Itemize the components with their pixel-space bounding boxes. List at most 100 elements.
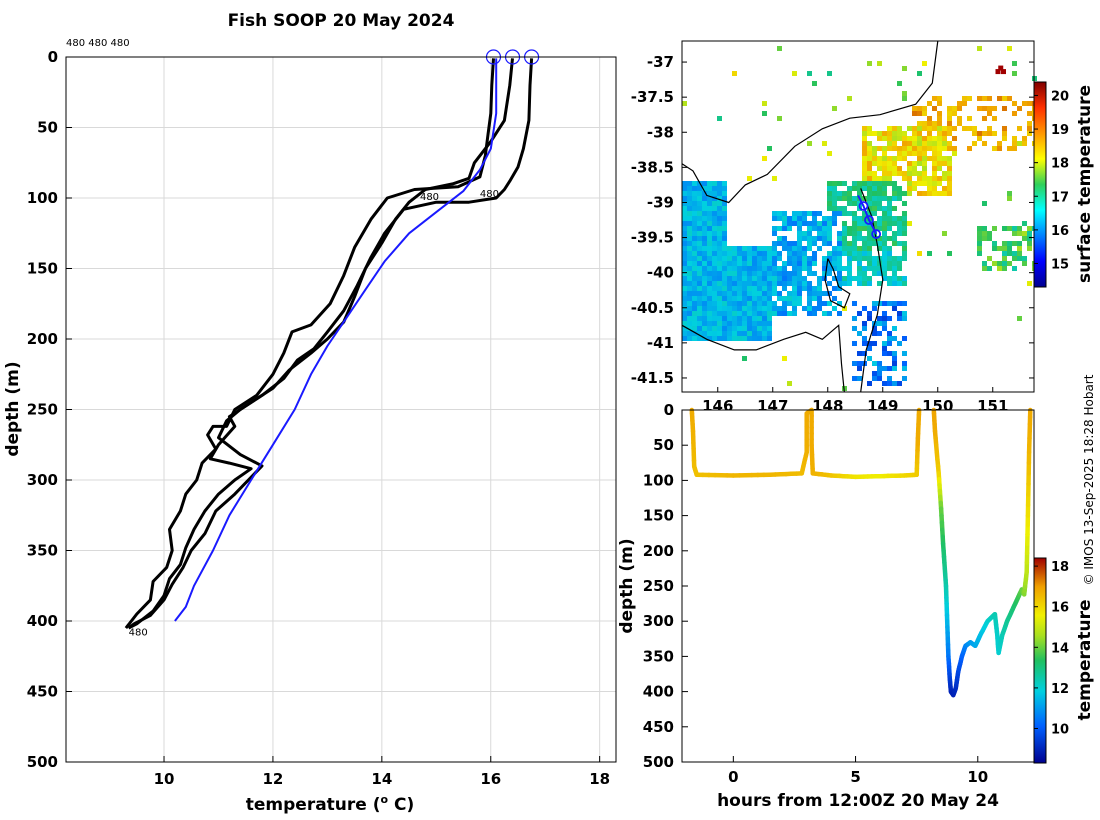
map-sst-cell xyxy=(817,306,822,311)
map-sst-cell xyxy=(767,326,772,331)
map-sst-cell xyxy=(687,211,692,216)
map-sst-cell xyxy=(702,331,707,336)
map-sst-cell xyxy=(887,221,892,226)
section-colorbar-label: temperature xyxy=(1075,599,1095,720)
map-sst-cell xyxy=(832,206,837,211)
map-sst-cell xyxy=(692,286,697,291)
map-sst-cell xyxy=(797,246,802,251)
map-sst-cell xyxy=(857,186,862,191)
map-sst-cell xyxy=(837,311,842,316)
section-y-ticks: 0 50 100 150 200 250 300 350 400 450 500 xyxy=(643,401,688,771)
map-sst-cell xyxy=(837,236,842,241)
profile-x-tick-label: 14 xyxy=(371,770,392,788)
map-sst-cell xyxy=(812,81,817,86)
map-sst-cell xyxy=(722,231,727,236)
map-sst-cell xyxy=(752,336,757,341)
map-sst-cell xyxy=(747,301,752,306)
map-sst-cell xyxy=(872,241,877,246)
profile-top-annotation: 480 480 480 xyxy=(66,38,130,49)
map-sst-cell xyxy=(867,161,872,166)
map-sst-cell xyxy=(827,251,832,256)
map-sst-cell xyxy=(847,266,852,271)
map-sst-cell xyxy=(717,266,722,271)
map-sst-cell xyxy=(722,281,727,286)
map-sst-cell xyxy=(927,176,932,181)
map-sst-cell xyxy=(752,291,757,296)
map-sst-cell xyxy=(877,186,882,191)
map-sst-cell xyxy=(782,216,787,221)
map-sst-cell xyxy=(692,326,697,331)
map-sst-cell xyxy=(822,301,827,306)
section-x-ticks: 0 5 10 xyxy=(728,756,988,786)
map-sst-cell xyxy=(877,376,882,381)
map-sst-cell xyxy=(722,251,727,256)
map-sst-cell xyxy=(872,146,877,151)
map-sst-cell xyxy=(757,331,762,336)
map-sst-cell xyxy=(907,191,912,196)
map-sst-cell xyxy=(842,246,847,251)
map-sst-cell xyxy=(742,296,747,301)
map-sst-cell xyxy=(797,256,802,261)
map-sst-cell xyxy=(867,211,872,216)
map-sst-cell xyxy=(797,236,802,241)
map-sst-cell xyxy=(797,211,802,216)
map-sst-cell xyxy=(862,326,867,331)
map-sst-cell xyxy=(1027,241,1032,246)
profile-annotations: 480 480 480 xyxy=(129,189,499,639)
map-sst-cell xyxy=(877,266,882,271)
section-y-tick-label: 150 xyxy=(643,507,674,525)
map-sst-cell xyxy=(732,261,737,266)
map-sst-cell xyxy=(682,191,687,196)
map-sst-cell xyxy=(737,316,742,321)
map-sst-cell xyxy=(792,221,797,226)
map-sst-cell xyxy=(797,216,802,221)
map-sst-cell xyxy=(762,101,767,106)
map-colorbar-tick-label: 15 xyxy=(1051,257,1069,272)
map-sst-cell xyxy=(727,326,732,331)
map-sst-cell xyxy=(682,236,687,241)
map-sst-cell xyxy=(812,216,817,221)
map-sst-cell xyxy=(902,66,907,71)
map-sst-cell xyxy=(802,246,807,251)
map-sst-cell xyxy=(722,211,727,216)
map-sst-cell xyxy=(682,331,687,336)
map-sst-cell xyxy=(712,301,717,306)
map-sst-cell xyxy=(697,201,702,206)
map-sst-cell xyxy=(717,206,722,211)
map-sst-cell xyxy=(802,236,807,241)
map-sst-cell xyxy=(1027,281,1032,286)
map-sst-cell xyxy=(732,331,737,336)
map-sst-cell xyxy=(937,151,942,156)
map-sst-cell xyxy=(887,276,892,281)
map-sst-cell xyxy=(942,161,947,166)
map-sst-cell xyxy=(887,196,892,201)
map-sst-cell xyxy=(702,306,707,311)
map-sst-cell xyxy=(812,236,817,241)
map-sst-cell xyxy=(722,286,727,291)
map-sst-cell xyxy=(872,196,877,201)
map-sst-cell xyxy=(822,241,827,246)
map-sst-cell xyxy=(742,306,747,311)
map-sst-cell xyxy=(802,261,807,266)
map-sst-cell xyxy=(887,351,892,356)
map-sst-cell xyxy=(762,246,767,251)
map-sst-cell xyxy=(712,291,717,296)
map-sst-cell xyxy=(882,191,887,196)
map-sst-cell xyxy=(857,311,862,316)
map-sst-cell xyxy=(947,131,952,136)
map-sst-cell xyxy=(827,191,832,196)
map-sst-cell xyxy=(717,301,722,306)
map-sst-cell xyxy=(692,271,697,276)
map-sst-cell xyxy=(772,211,777,216)
map-sst-cell xyxy=(847,201,852,206)
map-sst-cell xyxy=(832,286,837,291)
map-sst-cell xyxy=(707,301,712,306)
profile-x-tick-label: 18 xyxy=(589,770,610,788)
map-sst-cell xyxy=(822,231,827,236)
map-sst-cell xyxy=(817,211,822,216)
map-sst-cell xyxy=(702,256,707,261)
map-sst-cell xyxy=(927,181,932,186)
map-sst-cell xyxy=(887,201,892,206)
map-sst-cell xyxy=(867,231,872,236)
map-sst-cell xyxy=(767,251,772,256)
